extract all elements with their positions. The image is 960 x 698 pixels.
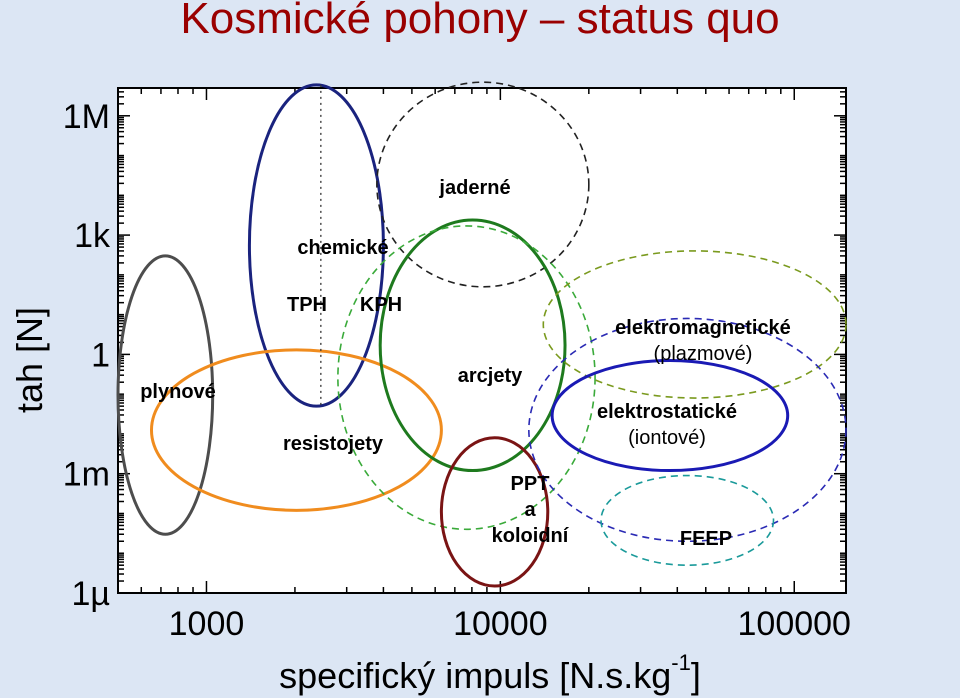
x-tick-labels: 1000 10000 100000 bbox=[169, 605, 851, 643]
x-tick-label: 100000 bbox=[738, 605, 851, 643]
region-chemické bbox=[247, 83, 385, 408]
annotation-label: KPH bbox=[360, 294, 402, 316]
region-label: resistojety bbox=[283, 433, 384, 455]
chart-title: Kosmické pohony – status quo bbox=[180, 0, 780, 43]
region-label: plynové bbox=[140, 381, 216, 403]
region-label: chemické bbox=[297, 237, 388, 259]
region-labels: plynové chemické resistojety jaderné arcjety… bbox=[140, 177, 791, 550]
region-envelope bbox=[337, 225, 596, 531]
region-jaderné bbox=[376, 81, 590, 288]
y-tick-label: 1µ bbox=[72, 575, 111, 613]
region-label: a bbox=[524, 499, 536, 521]
region-PPT bbox=[439, 436, 550, 588]
region-label: jaderné bbox=[438, 177, 510, 199]
y-axis-label: tah [N] bbox=[9, 307, 50, 413]
region-label: FEEP bbox=[680, 528, 732, 550]
region-label: koloidní bbox=[492, 525, 570, 547]
region-label: (plazmové) bbox=[654, 343, 753, 365]
region-elektrostatické bbox=[550, 359, 790, 473]
region-resistojety bbox=[149, 348, 443, 512]
propulsion-regions bbox=[116, 81, 847, 588]
region-label: elektrostatické bbox=[597, 401, 737, 423]
x-axis-label: specifický impuls [N.s.kg-1] bbox=[279, 650, 701, 696]
x-tick-label: 10000 bbox=[453, 605, 548, 643]
y-tick-label: 1 bbox=[91, 336, 110, 374]
region-plynové bbox=[116, 254, 215, 536]
region-label: (iontové) bbox=[628, 427, 706, 449]
region-FEEP bbox=[600, 474, 775, 567]
region-elektromagnetické bbox=[542, 250, 847, 399]
region-arcjety bbox=[378, 218, 567, 473]
region-label: arcjety bbox=[458, 365, 523, 387]
region-label: elektromagnetické bbox=[615, 317, 791, 339]
y-tick-label: 1M bbox=[63, 98, 110, 136]
x-axis-label-superscript: -1 bbox=[671, 650, 691, 675]
plot-area bbox=[117, 87, 847, 594]
region-label: PPT bbox=[511, 473, 550, 495]
region-envelope bbox=[528, 317, 847, 543]
y-tick-label: 1k bbox=[74, 217, 111, 255]
y-tick-label: 1m bbox=[63, 456, 110, 494]
annotation-label: TPH bbox=[287, 294, 327, 316]
y-tick-labels: 1µ 1m 1 1k 1M bbox=[63, 98, 111, 613]
x-tick-label: 1000 bbox=[169, 605, 245, 643]
